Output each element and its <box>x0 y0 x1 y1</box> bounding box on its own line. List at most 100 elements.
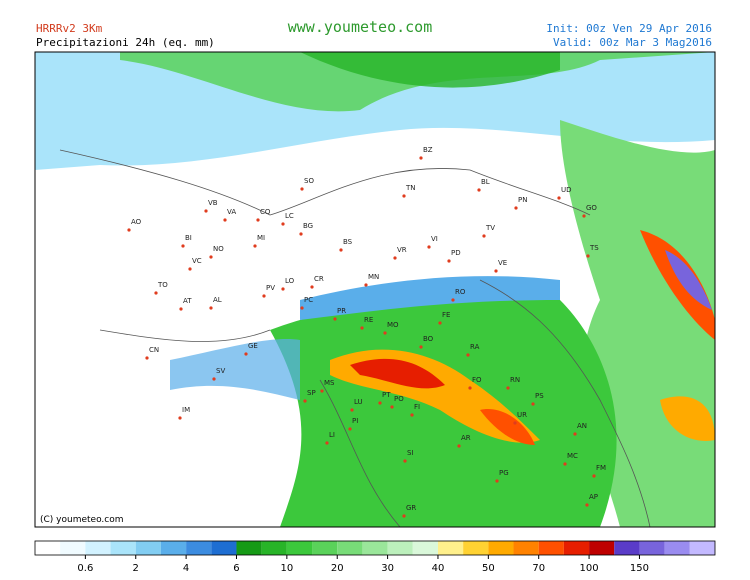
city-marker <box>495 479 499 483</box>
city-marker <box>181 244 185 248</box>
city-marker <box>419 345 423 349</box>
subtitle: Precipitazioni 24h (eq. mm) <box>36 36 215 49</box>
color-swatch <box>160 541 187 555</box>
city-label: PI <box>352 417 358 425</box>
city-marker <box>178 416 182 420</box>
city-marker <box>585 503 589 507</box>
color-swatch <box>488 541 514 555</box>
color-swatch <box>186 541 212 555</box>
city-label: LC <box>285 212 294 220</box>
city-label: VI <box>431 235 438 243</box>
city-label: AR <box>461 434 471 442</box>
city-marker <box>468 386 472 390</box>
city-marker <box>403 459 407 463</box>
city-marker <box>563 462 567 466</box>
colorbar-label: 30 <box>381 563 394 574</box>
color-swatch <box>312 541 338 555</box>
city-label: BS <box>343 238 353 246</box>
city-label: LI <box>329 431 335 439</box>
city-marker <box>514 206 518 210</box>
city-marker <box>438 321 442 325</box>
city-marker <box>557 196 561 200</box>
city-marker <box>320 389 324 393</box>
color-swatch <box>437 541 464 555</box>
color-swatch <box>286 541 313 555</box>
city-marker <box>402 194 406 198</box>
colorbar-label: 150 <box>630 563 649 574</box>
color-swatch <box>538 541 564 555</box>
color-swatch <box>412 541 438 555</box>
city-label: TS <box>589 244 599 252</box>
colorbar-label: 70 <box>532 563 545 574</box>
color-swatch <box>689 541 715 555</box>
city-marker <box>204 209 208 213</box>
colorbar-label: 2 <box>133 563 139 574</box>
city-marker <box>364 283 368 287</box>
city-label: FM <box>596 464 606 472</box>
precip-croatia <box>640 230 715 340</box>
city-label: AP <box>589 493 598 501</box>
colorbar-label: 4 <box>183 563 189 574</box>
city-marker <box>256 218 260 222</box>
city-label: GE <box>248 342 258 350</box>
city-marker <box>506 386 510 390</box>
colorbar-label: 50 <box>482 563 495 574</box>
city-label: GR <box>406 504 416 512</box>
city-marker <box>592 474 596 478</box>
city-marker <box>350 408 354 412</box>
city-marker <box>531 402 535 406</box>
city-marker <box>573 432 577 436</box>
city-marker <box>383 331 387 335</box>
city-marker <box>303 399 307 403</box>
precip-ligurian <box>170 339 300 400</box>
city-marker <box>209 306 213 310</box>
city-label: LO <box>285 277 295 285</box>
city-marker <box>477 188 481 192</box>
city-label: MI <box>257 234 265 242</box>
city-marker <box>244 352 248 356</box>
city-label: TN <box>405 184 416 192</box>
city-marker <box>300 306 304 310</box>
init-time: Init: 00z Ven 29 Apr 2016 <box>546 22 712 35</box>
precip-adriatic <box>660 396 715 441</box>
city-label: PS <box>535 392 544 400</box>
city-marker <box>390 405 394 409</box>
color-swatch <box>135 541 161 555</box>
city-label: PG <box>499 469 509 477</box>
colorbar-label: 10 <box>280 563 293 574</box>
precip-alps-core <box>300 52 560 88</box>
color-swatch <box>211 541 237 555</box>
precip-croatia-core <box>665 250 712 310</box>
city-marker <box>494 269 498 273</box>
city-label: RO <box>455 288 466 296</box>
city-label: AL <box>213 296 222 304</box>
city-marker <box>482 234 486 238</box>
colorbar-label: 40 <box>432 563 445 574</box>
city-marker <box>447 259 451 263</box>
city-marker <box>427 245 431 249</box>
city-label: PR <box>337 307 346 315</box>
city-marker <box>154 291 158 295</box>
map <box>35 52 715 527</box>
city-label: UD <box>561 186 572 194</box>
city-marker <box>360 326 364 330</box>
city-marker <box>209 255 213 259</box>
city-label: GO <box>586 204 597 212</box>
color-swatch <box>85 541 111 555</box>
city-label: VE <box>498 259 507 267</box>
city-label: FO <box>472 376 482 384</box>
city-label: MS <box>324 379 335 387</box>
city-label: CO <box>260 208 271 216</box>
city-label: CN <box>149 346 159 354</box>
city-marker <box>457 444 461 448</box>
city-label: BL <box>481 178 490 186</box>
city-marker <box>586 254 590 258</box>
city-label: MC <box>567 452 578 460</box>
city-marker <box>188 267 192 271</box>
city-label: PC <box>304 296 313 304</box>
city-label: MO <box>387 321 399 329</box>
valid-time: Valid: 00z Mar 3 Mag2016 <box>553 36 712 49</box>
city-marker <box>378 401 382 405</box>
city-marker <box>466 353 470 357</box>
city-label: AT <box>183 297 192 305</box>
